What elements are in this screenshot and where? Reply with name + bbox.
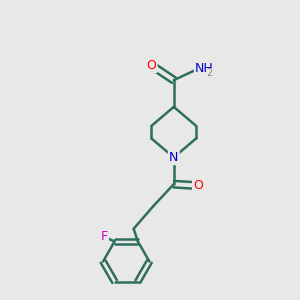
Text: 2: 2 [206,68,213,78]
Text: F: F [101,230,108,243]
Text: O: O [146,59,156,72]
Text: N: N [169,151,178,164]
Text: NH: NH [195,62,213,75]
Text: O: O [193,179,203,192]
